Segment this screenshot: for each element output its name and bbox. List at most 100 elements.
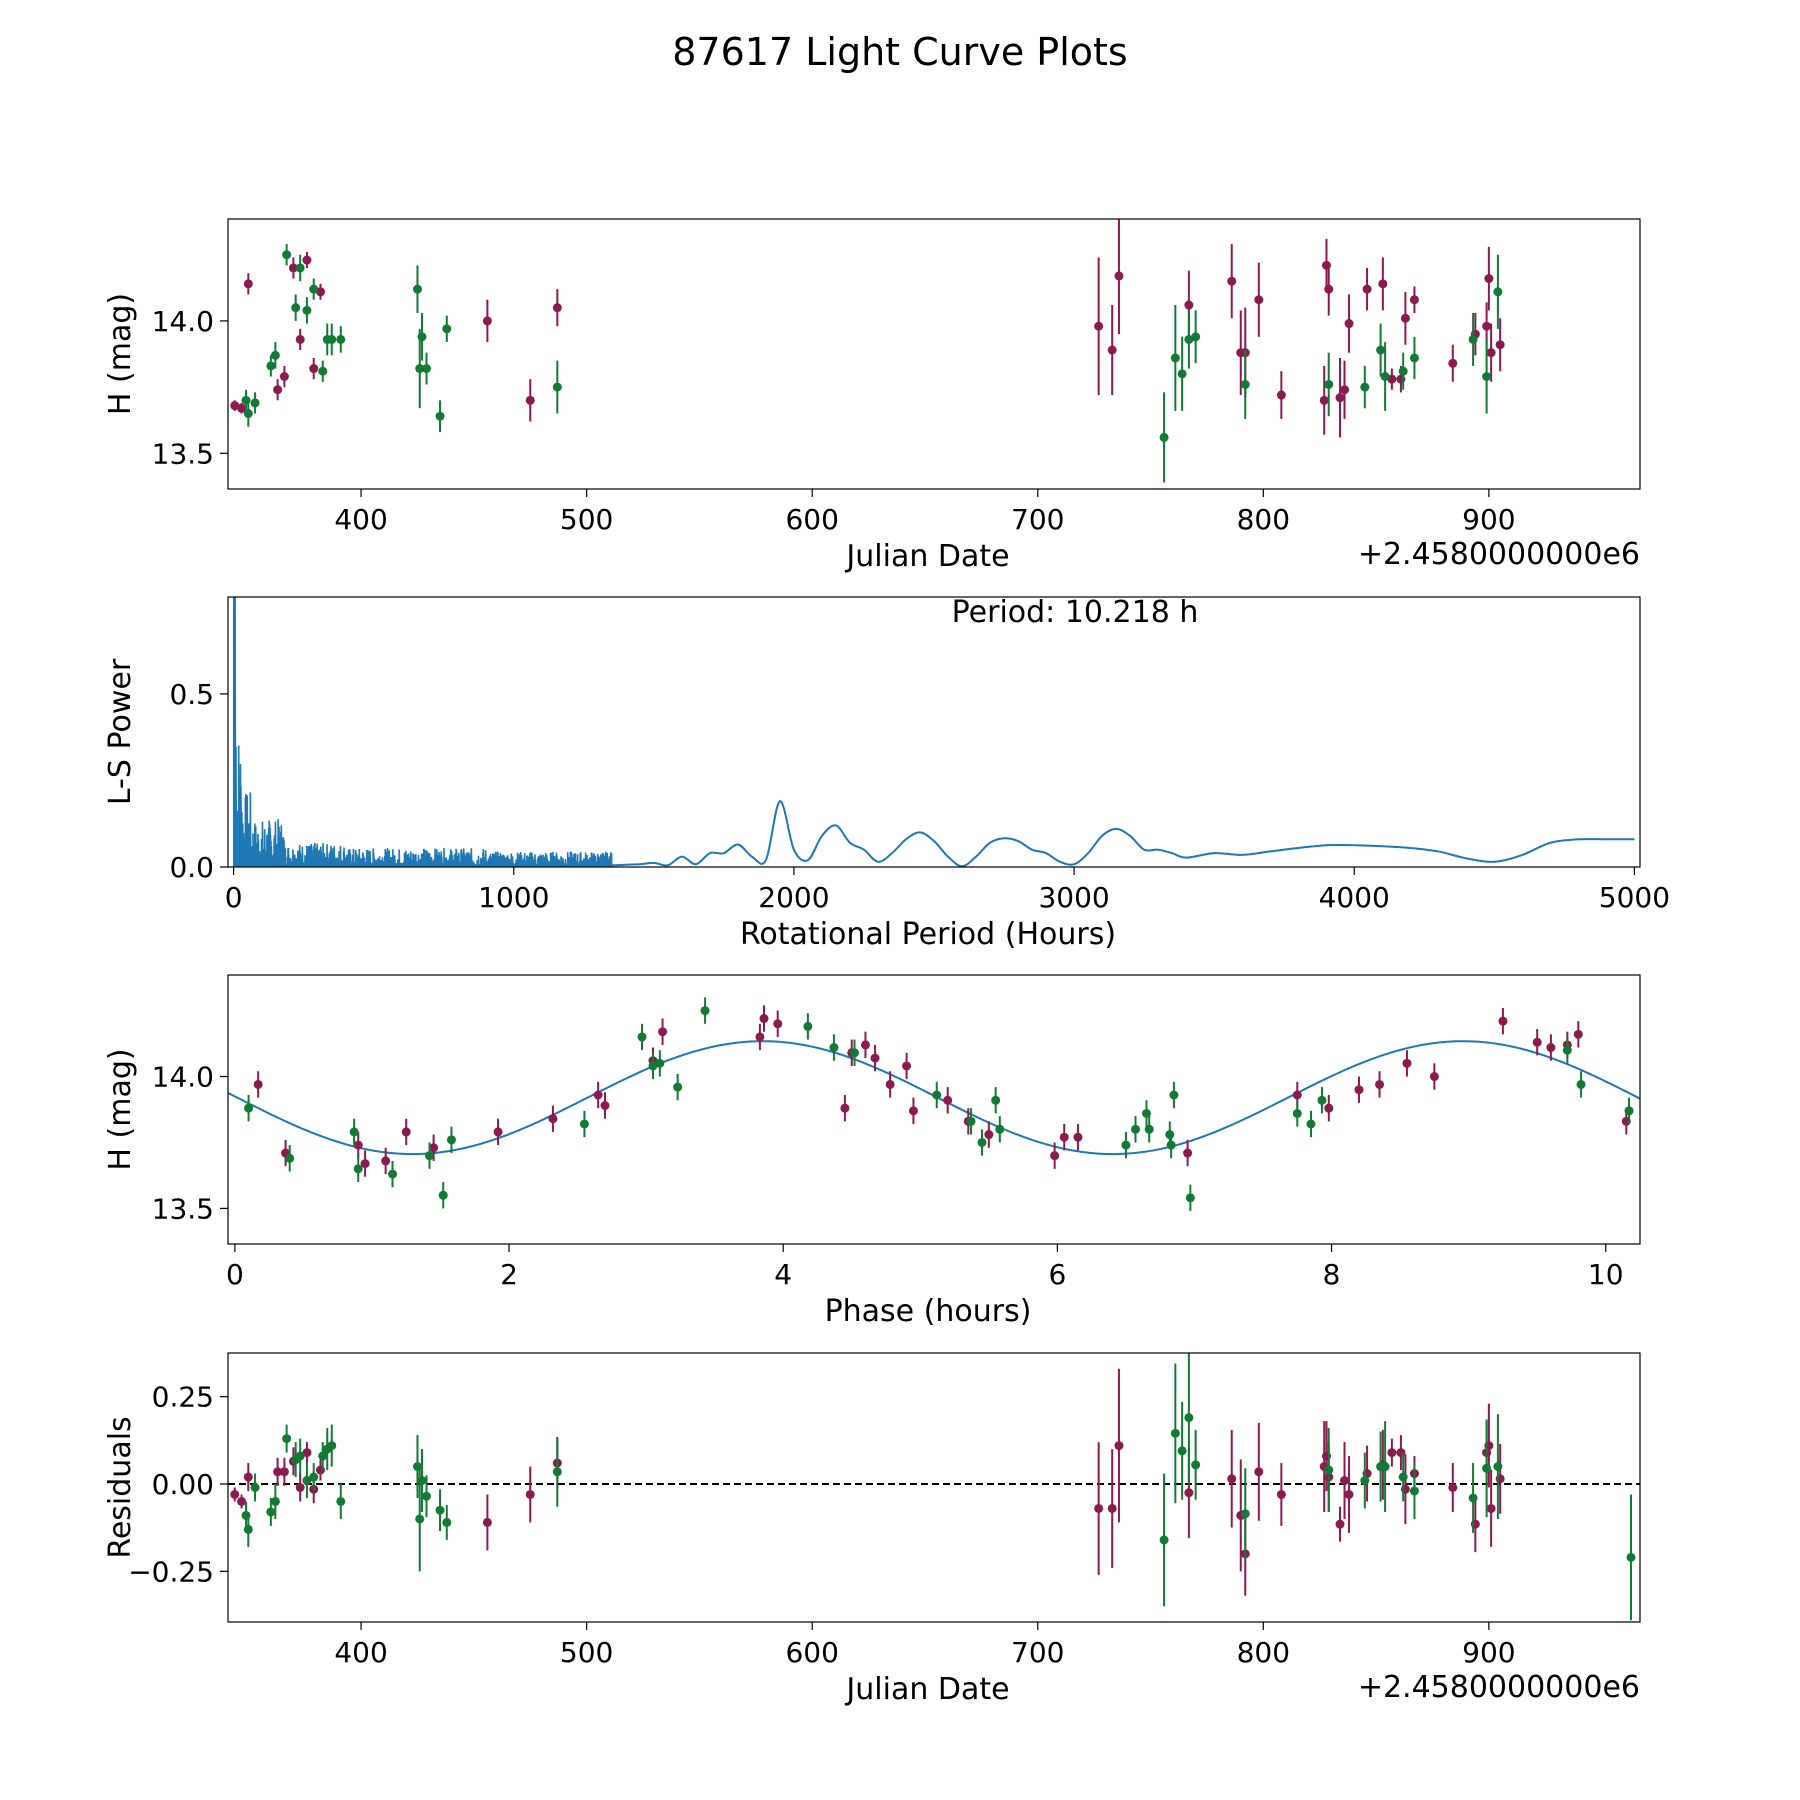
data-point [1484, 274, 1494, 284]
data-point [1159, 432, 1169, 442]
data-point [244, 1103, 254, 1113]
y-axis-label: Residuals [103, 1416, 138, 1558]
data-point [442, 324, 452, 334]
x-tick-label: 8 [1323, 1258, 1341, 1291]
plot-frame [227, 1352, 1641, 1623]
data-point [318, 1451, 328, 1461]
data-point [1532, 1037, 1542, 1047]
x-tick-label: 500 [560, 1636, 613, 1669]
plot-area [230, 219, 1505, 483]
x-tick-label: 600 [785, 503, 838, 536]
data-point [1409, 1486, 1419, 1496]
data-point [1380, 372, 1390, 381]
data-point [295, 263, 305, 273]
data-point [285, 1153, 295, 1163]
data-point [1170, 353, 1180, 363]
data-point [1240, 1509, 1250, 1519]
data-point [336, 1496, 346, 1506]
data-point [759, 1014, 769, 1024]
data-point [991, 1095, 1001, 1105]
x-axis-label: Julian Date [844, 1672, 1009, 1707]
data-point [302, 255, 312, 265]
y-tick-label: 13.5 [152, 437, 214, 470]
panel-periodogram: Period: 10.218 h 0 1000 2000 3000 4000 5000 0.0… [103, 595, 1670, 952]
data-point [1240, 379, 1250, 389]
data-point [1375, 1079, 1385, 1089]
plot-frame [227, 218, 1641, 490]
data-point [1482, 372, 1492, 381]
data-point [493, 1127, 503, 1137]
data-point [803, 1021, 813, 1031]
x-axis-label: Phase (hours) [825, 1294, 1032, 1329]
data-point [429, 1143, 439, 1153]
data-point [237, 403, 247, 413]
data-point [840, 1103, 850, 1113]
data-point [253, 1079, 263, 1089]
data-point [349, 1127, 359, 1137]
data-point [291, 303, 301, 313]
data-point [755, 1032, 765, 1042]
data-point [1400, 313, 1410, 323]
x-tick-label: 10 [1588, 1258, 1624, 1291]
data-point [401, 1127, 411, 1137]
data-point [1387, 374, 1397, 384]
data-point [282, 250, 292, 260]
data-point [1387, 1448, 1397, 1458]
data-point [908, 1106, 918, 1116]
data-point [417, 1476, 427, 1486]
y-tick-label: 14.0 [152, 305, 214, 338]
data-point [1468, 334, 1478, 344]
data-point [1335, 393, 1345, 403]
figure-title: 87617 Light Curve Plots [672, 30, 1127, 74]
data-point [327, 1441, 337, 1451]
data-point [1402, 1058, 1412, 1068]
data-point [302, 1476, 312, 1486]
data-point [1059, 1132, 1069, 1142]
x-offset-label: +2.4580000000e6 [1358, 537, 1640, 572]
x-tick-label: 600 [785, 1636, 838, 1669]
data-point [860, 1040, 870, 1050]
data-point [230, 401, 240, 411]
data-point [295, 1451, 305, 1461]
data-point [1227, 1474, 1237, 1484]
x-tick-label: 5000 [1599, 881, 1670, 914]
y-tick-label: −0.25 [128, 1555, 214, 1588]
panel-residuals: 400 500 600 700 800 900 −0.25 0.00 0.25 Julian Da… [103, 1352, 1641, 1707]
data-point [1141, 1108, 1151, 1118]
series-r [230, 219, 1505, 438]
data-point [435, 411, 445, 421]
data-point [1165, 1130, 1175, 1140]
data-point [1378, 279, 1388, 289]
data-point [230, 1489, 240, 1499]
data-point [1573, 1029, 1583, 1039]
data-point [425, 1151, 435, 1161]
data-point [849, 1048, 859, 1058]
data-point [1177, 1446, 1187, 1456]
data-point [1324, 284, 1334, 294]
x-tick-label: 800 [1237, 503, 1290, 536]
data-point [415, 1514, 425, 1524]
data-point [270, 1496, 280, 1506]
periodogram-spikes [232, 597, 613, 867]
data-point [421, 1491, 431, 1501]
data-point [1344, 1489, 1354, 1499]
data-point [417, 332, 427, 342]
y-axis-label: H (mag) [103, 293, 138, 415]
x-tick-label: 400 [334, 1636, 387, 1669]
data-point [1254, 295, 1264, 305]
data-point [1254, 1467, 1264, 1477]
data-point [1050, 1151, 1060, 1161]
data-point [309, 1472, 319, 1482]
data-point [1183, 1148, 1193, 1158]
data-point [1121, 1140, 1131, 1150]
data-point [1317, 1095, 1327, 1105]
data-point [388, 1169, 398, 1179]
data-point [977, 1137, 987, 1147]
data-point [1495, 340, 1505, 350]
data-point [1191, 1460, 1201, 1470]
data-point [1360, 1476, 1370, 1486]
data-point [1169, 1090, 1179, 1100]
data-point [318, 366, 328, 376]
data-point [1276, 1489, 1286, 1499]
data-point [1493, 1462, 1503, 1472]
